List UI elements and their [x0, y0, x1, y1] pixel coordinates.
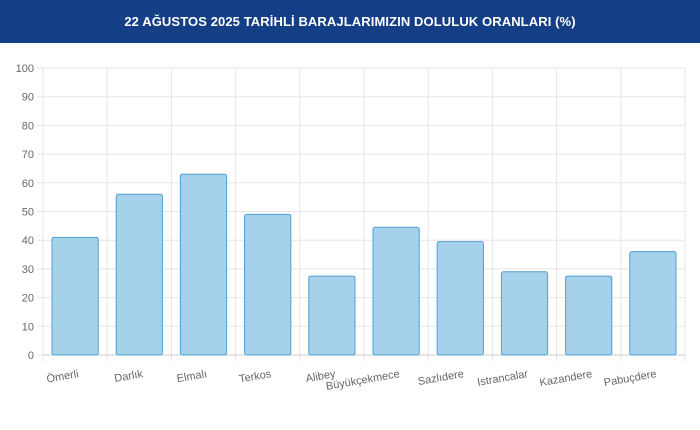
bar-istrancalar: [500, 271, 549, 356]
chart-title: 22 AĞUSTOS 2025 TARİHLİ BARAJLARIMIZIN D…: [124, 14, 576, 29]
y-tick-label: 0: [28, 350, 34, 362]
x-tick-label: Istrancalar: [476, 368, 529, 389]
bar-darlık: [115, 193, 163, 356]
bar-chart: 0 10 20 30 40 50 60 70 80 90 100 Ömerli Darlık Elmalı…: [16, 63, 686, 393]
chart-header: 22 AĞUSTOS 2025 TARİHLİ BARAJLARIMIZIN D…: [0, 0, 700, 43]
y-tick-label: 30: [22, 264, 34, 276]
y-tick-label: 70: [22, 149, 34, 161]
y-tick-label: 10: [22, 321, 34, 333]
x-tick-label: Darlık: [113, 368, 144, 385]
y-tick-label: 100: [16, 63, 34, 75]
bar-alibey: [308, 275, 356, 356]
y-tick-label: 20: [22, 293, 34, 305]
x-tick-label: Kazandere: [539, 368, 593, 389]
y-tick-label: 40: [22, 235, 34, 247]
x-tick-label: Elmalı: [176, 368, 208, 385]
y-tick-label: 80: [22, 120, 34, 132]
y-tick-label: 90: [22, 92, 34, 104]
bar-terkos: [244, 213, 292, 356]
chart-area: 0 10 20 30 40 50 60 70 80 90 100 Ömerli Darlık Elmalı…: [0, 43, 700, 425]
x-tick-label: Sazlıdere: [417, 368, 465, 388]
bar-sazlıdere: [436, 241, 484, 356]
x-tick-label: Terkos: [238, 368, 272, 386]
x-tick-label: Pabuçdere: [603, 368, 657, 389]
bar-büyükçekmece: [372, 226, 420, 356]
bar-kazandere: [565, 275, 613, 356]
y-tick-label: 60: [22, 178, 34, 190]
x-tick-label: Büyükçekmece: [325, 368, 401, 393]
bar-pabuçdere: [629, 251, 677, 356]
x-tick-label: Alibey: [305, 368, 337, 385]
y-tick-label: 50: [22, 207, 34, 219]
bar-elmalı: [179, 173, 228, 356]
x-tick-label: Ömerli: [46, 368, 80, 385]
bar-ömerli: [51, 236, 99, 356]
